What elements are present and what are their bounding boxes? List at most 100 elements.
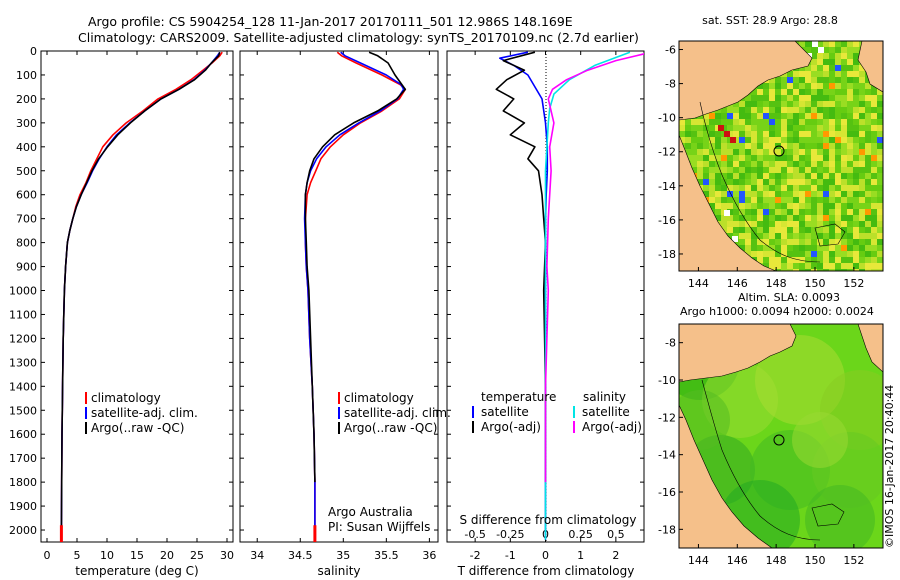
sst-cell [835,125,841,131]
sst-cell [823,191,829,197]
sst-cell [871,197,877,203]
sst-cell [835,89,841,95]
sst-cell [805,227,811,233]
sst-cell [787,209,793,215]
sst-cell [805,251,811,257]
sst-cell [763,83,769,89]
sst-cell [727,233,733,239]
sst-cell [709,143,715,149]
sst-cell [721,197,727,203]
sst-cell [805,161,811,167]
sst-cell [721,221,727,227]
sst-cell [787,119,793,125]
sst-cell [805,263,811,269]
sst-cell [841,65,847,71]
sst-cell [811,173,817,179]
sst-cell [835,149,841,155]
sst-cell [847,263,853,269]
x-tick-label: 0 [542,549,549,562]
sst-cell [769,221,775,227]
sst-cell [871,185,877,191]
series-line-argo-raw-qc- [304,51,407,483]
sst-cell [739,197,745,203]
sst-cell [733,191,739,197]
sst-cell [745,185,751,191]
sst-cell [793,125,799,131]
sst-cell [805,197,811,203]
sst-cell [691,137,697,143]
sst-cell [841,119,847,125]
sst-cell [793,95,799,101]
sst-cell [817,131,823,137]
sst-cell [865,257,871,263]
sst-cell [877,227,883,233]
sst-cell [775,107,781,113]
sst-cell [853,107,859,113]
sst-cell [853,257,859,263]
sst-cell [787,131,793,137]
sst-cell [823,167,829,173]
sst-cell [799,119,805,125]
sst-cell [727,167,733,173]
sst-cell [859,233,865,239]
sst-cell [829,257,835,263]
sst-cell [733,185,739,191]
x-tick-label: 25 [190,549,204,562]
sst-cell [811,143,817,149]
sst-cell [775,95,781,101]
sst-cell [727,155,733,161]
sst-cell [847,119,853,125]
sst-cell [811,197,817,203]
sst-cell [727,185,733,191]
sla-map-subtitle: Argo h1000: 0.0094 h2000: 0.0024 [680,305,874,318]
sst-cell [781,215,787,221]
sst-cell [691,143,697,149]
sst-cell [739,107,745,113]
sst-cell [829,83,835,89]
sst-cell [697,167,703,173]
sst-cell [715,179,721,185]
y-tick-label: 1800 [9,476,37,489]
sst-cell [793,77,799,83]
sst-cell [721,107,727,113]
sst-cell [703,125,709,131]
sst-cell [781,257,787,263]
sst-cell [853,131,859,137]
sst-cell [745,251,751,257]
x-tick-label: -1 [505,549,516,562]
sst-cell [751,227,757,233]
sst-cell [733,113,739,119]
sst-cell [721,155,727,161]
sst-cell [805,65,811,71]
sst-cell [793,227,799,233]
sst-cell [859,221,865,227]
sst-cell [751,107,757,113]
sst-cell [787,269,793,271]
sst-cell [739,215,745,221]
sst-cell [763,95,769,101]
sst-cell [847,203,853,209]
sst-cell [853,137,859,143]
sst-cell [865,209,871,215]
sst-cell [703,173,709,179]
legend-label-satellite: satellite-adj. clim. [344,406,451,420]
sst-cell [829,113,835,119]
difference-xlabel-s: S difference from climatology [460,513,637,527]
sst-cell [835,227,841,233]
sst-cell [763,239,769,245]
sla-reef-contour [701,379,821,541]
sst-cell [853,233,859,239]
sst-cell [745,137,751,143]
sst-cell [769,83,775,89]
sst-cell [841,167,847,173]
sst-cell [865,143,871,149]
sst-cell [823,173,829,179]
sst-cell [817,245,823,251]
sst-cell [835,233,841,239]
y-tick-label: 1700 [9,452,37,465]
sst-cell [871,215,877,221]
sst-cell [751,119,757,125]
sst-cell [745,95,751,101]
sst-cell [841,53,847,59]
sst-cell [835,251,841,257]
